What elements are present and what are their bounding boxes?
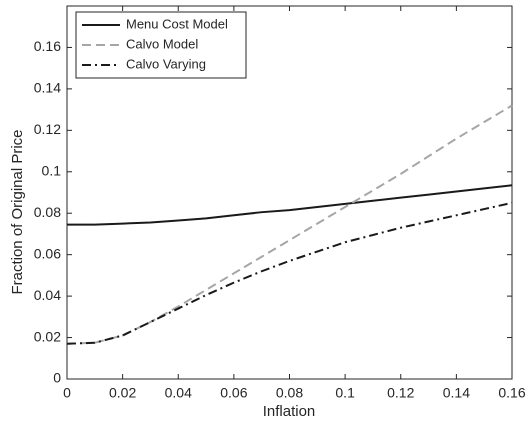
x-tick-label: 0.08 bbox=[276, 385, 303, 401]
x-tick-label: 0.14 bbox=[443, 385, 470, 401]
legend-label: Menu Cost Model bbox=[126, 16, 228, 31]
x-tick-label: 0 bbox=[63, 385, 71, 401]
y-tick-label: 0.04 bbox=[34, 287, 61, 303]
legend-label: Calvo Model bbox=[126, 36, 198, 51]
y-tick-label: 0.12 bbox=[34, 121, 61, 137]
x-tick-label: 0.02 bbox=[109, 385, 136, 401]
x-axis-label: Inflation bbox=[263, 403, 316, 420]
y-axis-label: Fraction of Original Price bbox=[9, 129, 26, 294]
legend-label: Calvo Varying bbox=[126, 56, 206, 71]
series-line bbox=[66, 104, 513, 345]
x-tick-label: 0.16 bbox=[498, 385, 525, 401]
x-tick-label: 0.04 bbox=[165, 385, 192, 401]
y-tick-label: 0.06 bbox=[34, 245, 61, 261]
x-tick-label: 0.06 bbox=[220, 385, 247, 401]
x-tick-label: 0.1 bbox=[335, 385, 355, 401]
y-tick-label: 0.02 bbox=[34, 328, 61, 344]
y-tick-label: 0 bbox=[53, 370, 61, 386]
y-tick-label: 0.14 bbox=[34, 80, 61, 96]
series-line bbox=[66, 201, 513, 345]
y-tick-label: 0.08 bbox=[34, 204, 61, 220]
y-tick-label: 0.16 bbox=[34, 38, 61, 54]
series-line bbox=[67, 184, 513, 226]
x-tick-label: 0.12 bbox=[387, 385, 414, 401]
y-tick-label: 0.1 bbox=[42, 162, 62, 178]
